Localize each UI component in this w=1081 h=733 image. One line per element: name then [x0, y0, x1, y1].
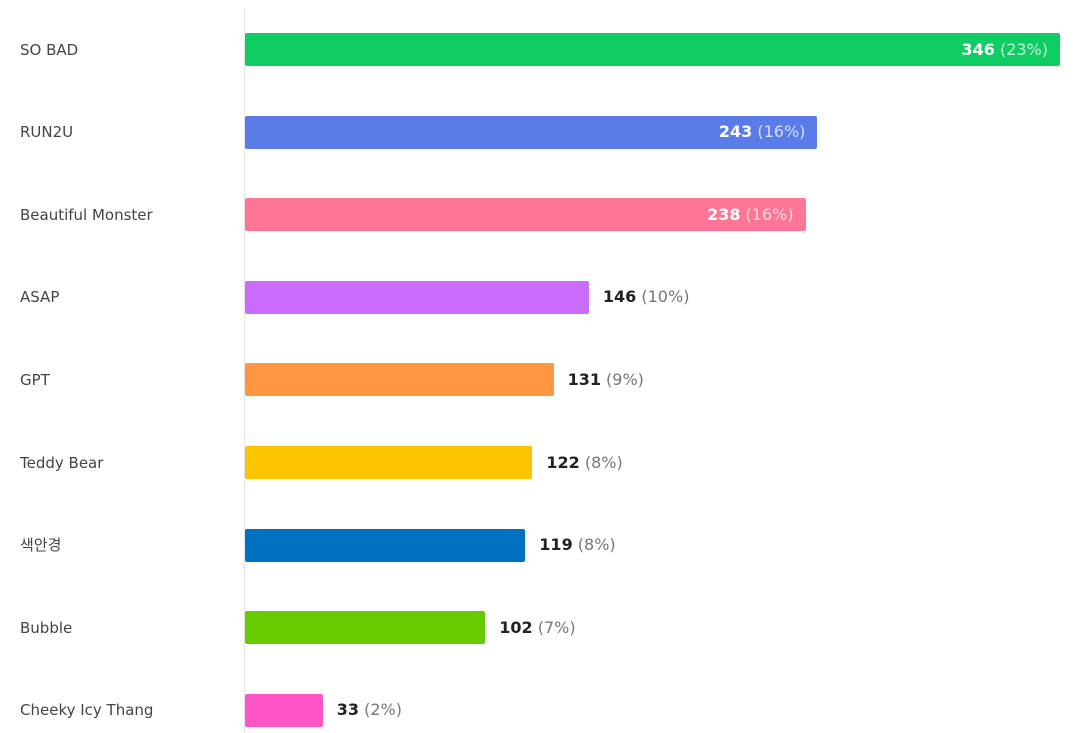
- bar[interactable]: [245, 280, 589, 314]
- y-axis-line: [244, 8, 245, 733]
- value-number: 122: [546, 452, 580, 472]
- category-label: GPT: [20, 370, 50, 389]
- category-label: ASAP: [20, 288, 60, 307]
- bar[interactable]: [245, 198, 806, 232]
- value-percent: (9%): [600, 369, 644, 389]
- value-number: 102: [499, 617, 533, 637]
- bar[interactable]: [245, 446, 533, 479]
- value-percent: (16%): [752, 122, 806, 142]
- value-label: 243 (16%): [719, 122, 806, 142]
- value-label: 33 (2%): [337, 700, 402, 720]
- value-percent: (10%): [636, 287, 690, 307]
- value-label: 146 (10%): [603, 287, 690, 307]
- value-number: 33: [336, 700, 359, 720]
- category-label: 색안경: [20, 536, 62, 555]
- category-label: Beautiful Monster: [20, 205, 153, 224]
- value-label: 238 (16%): [707, 205, 794, 225]
- bar[interactable]: [245, 528, 526, 562]
- value-label: 131 (9%): [568, 370, 644, 390]
- value-label: 119 (8%): [539, 535, 615, 555]
- value-percent: (8%): [579, 452, 623, 472]
- value-label: 346 (23%): [961, 40, 1048, 60]
- category-label: Teddy Bear: [20, 453, 104, 472]
- value-percent: (16%): [740, 204, 794, 224]
- value-number: 131: [567, 369, 601, 389]
- bar[interactable]: [245, 693, 323, 727]
- value-number: 238: [707, 204, 741, 224]
- category-label: RUN2U: [20, 123, 74, 142]
- bar[interactable]: [245, 363, 554, 397]
- value-percent: (7%): [532, 617, 576, 637]
- value-label: 102 (7%): [499, 618, 575, 638]
- category-label: Cheeky Icy Thang: [20, 701, 154, 720]
- value-number: 119: [539, 535, 573, 555]
- value-number: 243: [718, 122, 753, 142]
- category-label: SO BAD: [20, 40, 79, 59]
- value-percent: (8%): [572, 535, 616, 555]
- bar[interactable]: [245, 33, 1060, 66]
- category-label: Bubble: [20, 618, 73, 637]
- value-number: 346: [961, 39, 995, 59]
- value-label: 122 (8%): [546, 453, 622, 473]
- bar[interactable]: [245, 115, 818, 149]
- value-number: 146: [602, 287, 637, 307]
- bar[interactable]: [245, 611, 486, 645]
- value-percent: (2%): [358, 700, 402, 720]
- value-percent: (23%): [994, 39, 1048, 59]
